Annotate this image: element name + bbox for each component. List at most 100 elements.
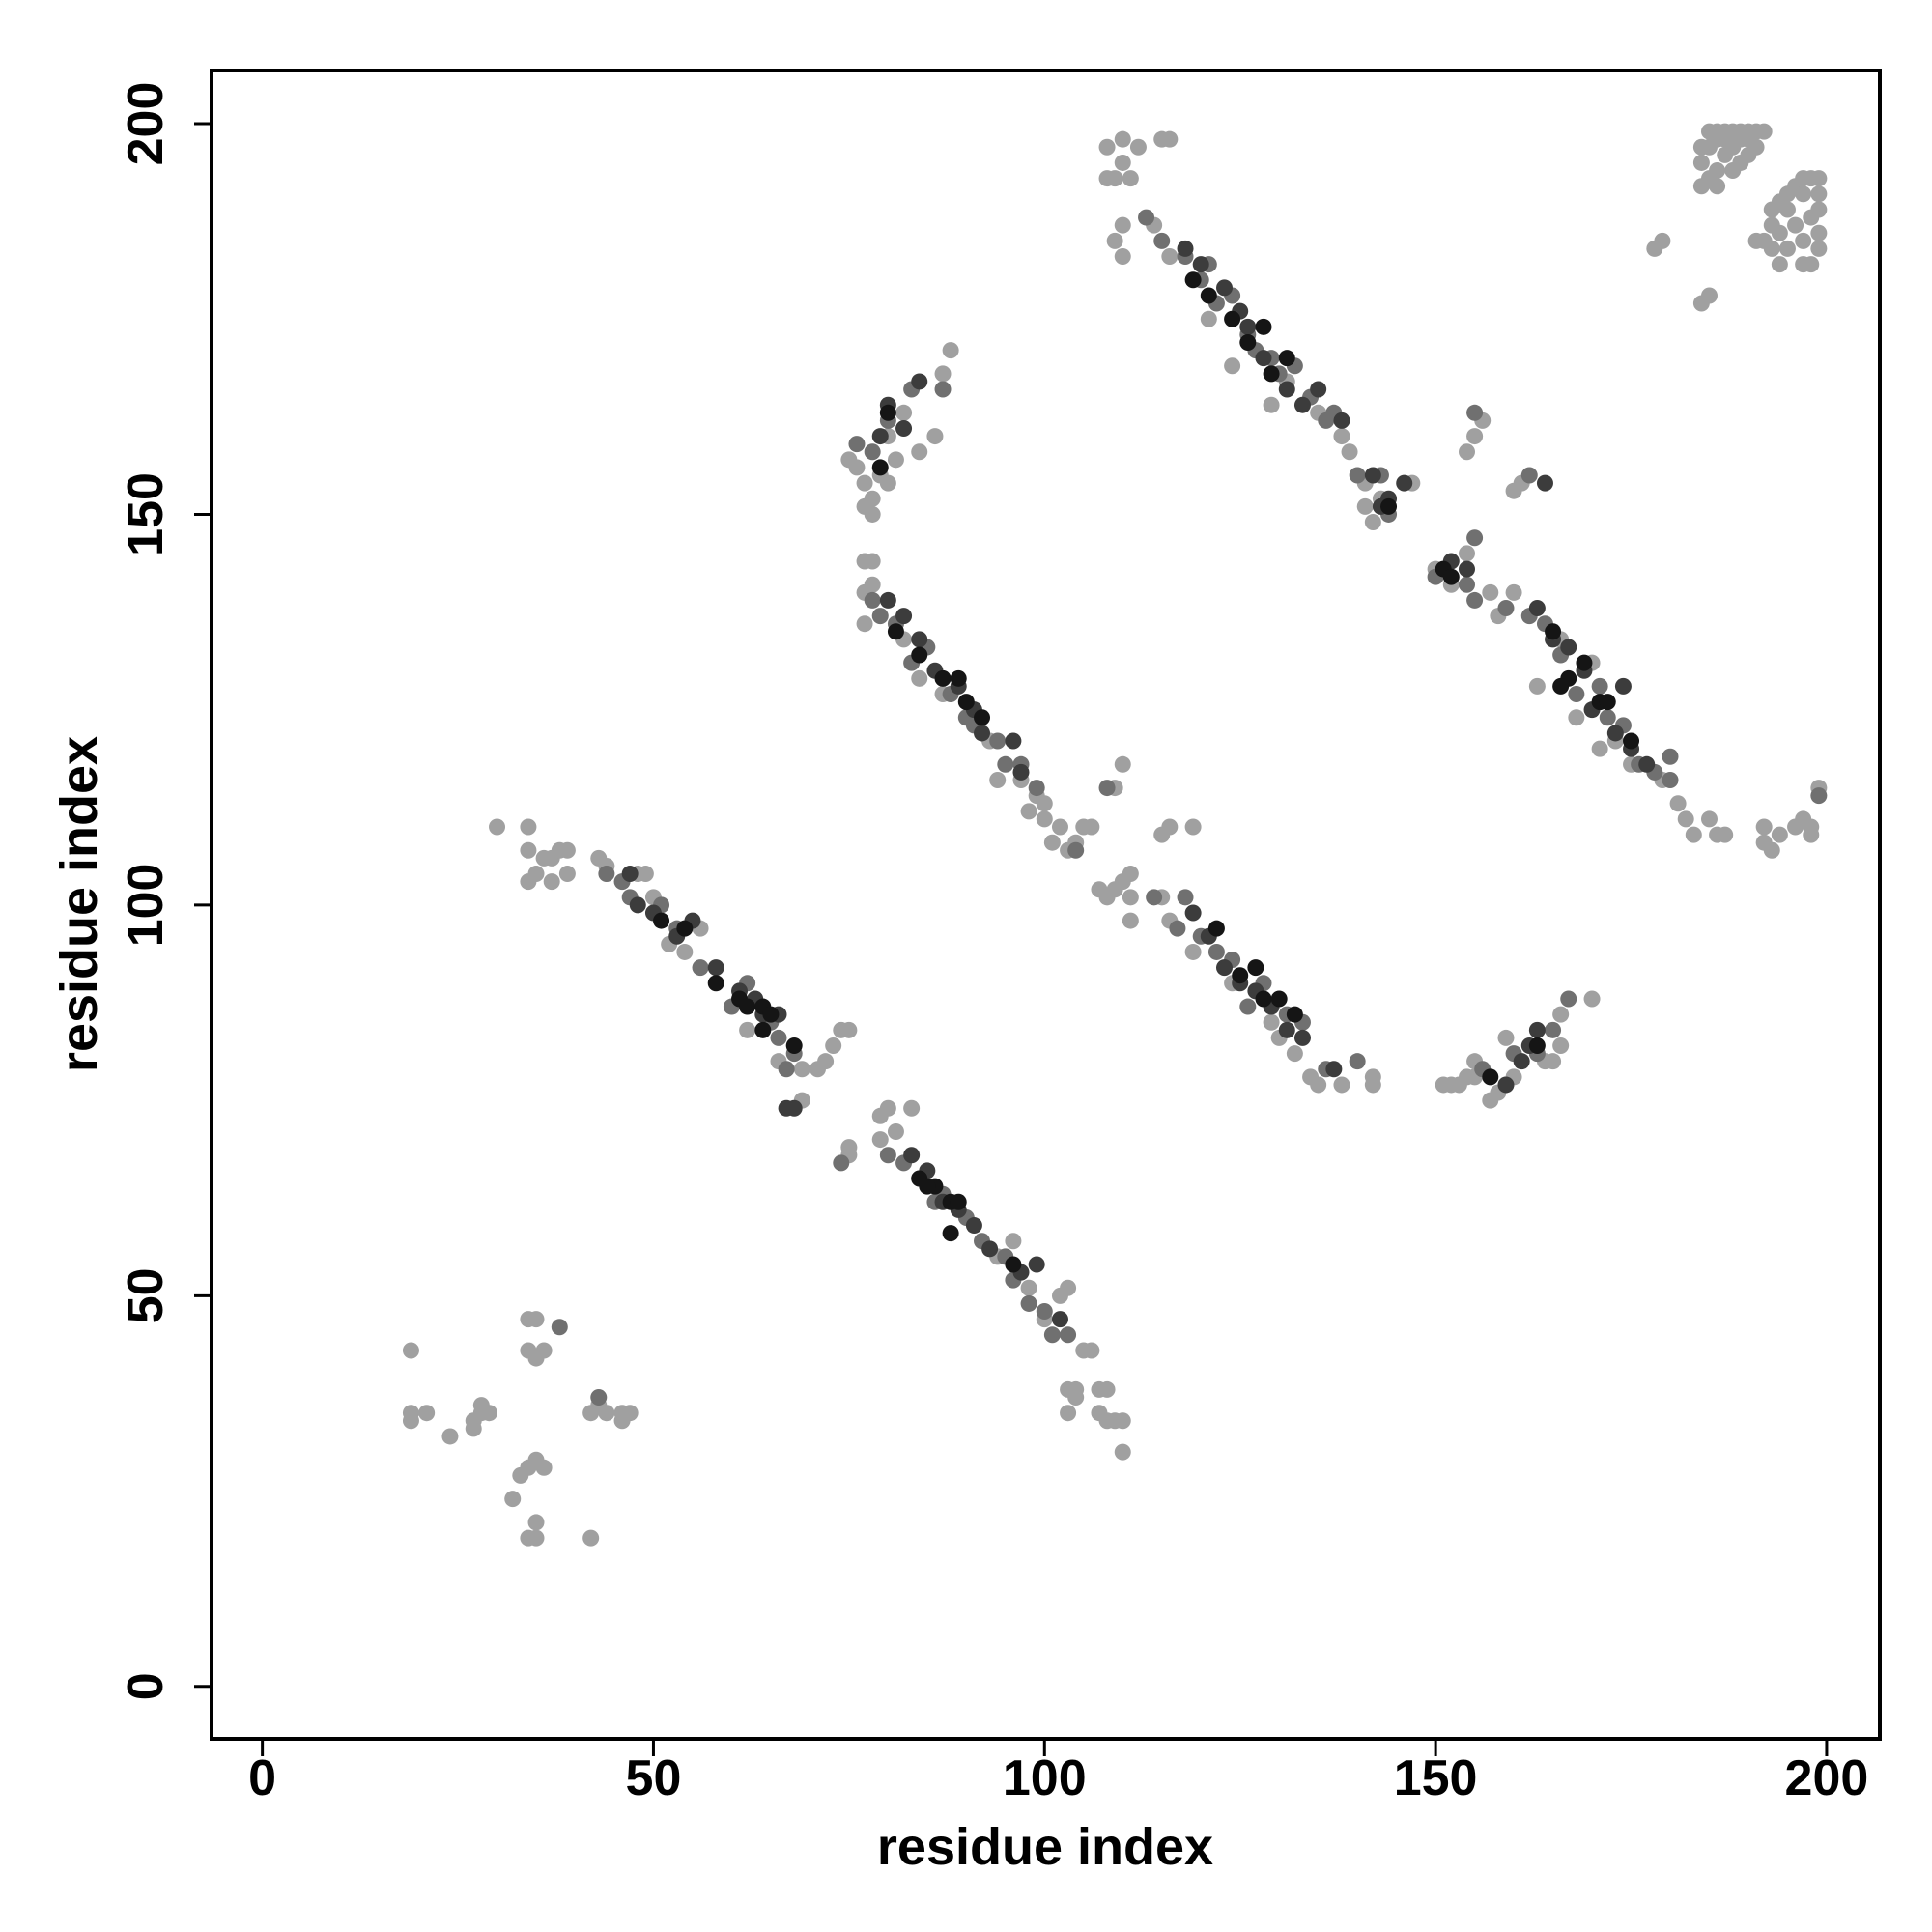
contact-point [1208,943,1225,960]
contact-point [1771,826,1788,843]
contact-point [1293,1029,1311,1046]
contact-point [1528,600,1546,617]
contact-point [879,1099,896,1117]
contact-point [1442,568,1460,585]
contact-point [1662,748,1679,765]
contact-point [1803,826,1820,843]
contact-point [856,497,873,515]
contact-point [1200,310,1217,327]
contact-point [1177,240,1194,257]
contact-point [637,866,654,883]
contact-point [1098,1380,1116,1398]
contact-point [1778,240,1796,257]
contact-point [1520,467,1538,484]
contact-point [879,474,896,492]
contact-point [1129,138,1147,156]
contact-point [1263,1013,1280,1031]
contact-point [895,419,913,437]
contact-point [754,1021,772,1038]
contact-point [1146,889,1163,906]
contact-point [739,1021,756,1038]
x-tick-label: 50 [626,1750,682,1806]
contact-point [934,365,952,383]
contact-point [1083,818,1100,836]
contact-point [1795,232,1812,249]
contact-point [1341,443,1358,461]
contact-point [1810,787,1828,805]
contact-point [1114,130,1131,148]
contact-point [942,342,959,359]
contact-point [879,591,896,609]
contact-point [950,1193,967,1210]
contact-point [520,818,537,836]
contact-point [1060,1405,1077,1422]
contact-point [887,623,904,640]
contact-point [1012,763,1030,781]
contact-point [1466,404,1484,421]
contact-point [1528,677,1546,695]
contact-point [1803,256,1820,273]
contact-point [833,1154,850,1172]
contact-point [1677,810,1694,828]
contact-point [1778,201,1796,218]
contact-point [1122,912,1139,929]
contact-point [1545,623,1562,640]
contact-point [1513,1053,1530,1070]
contact-point [402,1342,419,1359]
contact-point [613,1412,631,1430]
contact-point [1232,967,1249,984]
contact-point [1545,1053,1562,1070]
contact-point [629,896,646,914]
contact-point [871,428,889,445]
contact-point [934,381,952,398]
contact-point [1028,780,1045,797]
contact-point [543,873,560,891]
contact-point [1239,998,1257,1015]
contact-point [1552,1037,1570,1055]
contact-point [1067,1389,1085,1406]
contact-point [1459,443,1476,461]
contact-point [551,1319,568,1336]
contact-point [1459,576,1476,593]
contact-point [1192,256,1209,273]
contact-point [974,709,991,726]
contact-point [598,1405,615,1422]
contact-point [1114,248,1131,266]
contact-point [1106,232,1123,249]
contact-point [856,474,873,492]
contact-point [911,646,928,664]
contact-point [856,615,873,633]
contact-point [817,1053,835,1070]
contact-point [1067,841,1085,859]
contact-point [1364,467,1381,484]
y-tick-label: 200 [118,82,174,166]
contact-point [785,1037,803,1055]
contact-point [1583,990,1601,1008]
contact-point [1114,755,1131,773]
contact-point [1576,654,1593,671]
contact-point [598,866,615,883]
contact-point [1810,240,1828,257]
contact-point [1599,694,1616,711]
contact-point [840,1021,858,1038]
contact-point [1216,959,1234,977]
contact-point [1755,123,1773,140]
contact-point [504,1491,522,1508]
contact-point [1138,209,1155,226]
contact-point [1755,818,1773,836]
contact-point [942,1225,959,1242]
contact-point [1763,841,1780,859]
x-tick-label: 100 [1003,1750,1087,1806]
contact-point [1787,216,1804,234]
contact-point [1568,686,1585,703]
contact-point [1717,826,1734,843]
contact-point [864,443,881,461]
contact-point [527,1311,545,1328]
contact-point [1263,396,1280,413]
contact-point [480,1405,497,1422]
contact-point [1051,1311,1068,1328]
contact-point [621,866,639,883]
contact-point [1732,154,1749,171]
contact-point [1528,1037,1546,1055]
x-tick-label: 150 [1394,1750,1478,1806]
